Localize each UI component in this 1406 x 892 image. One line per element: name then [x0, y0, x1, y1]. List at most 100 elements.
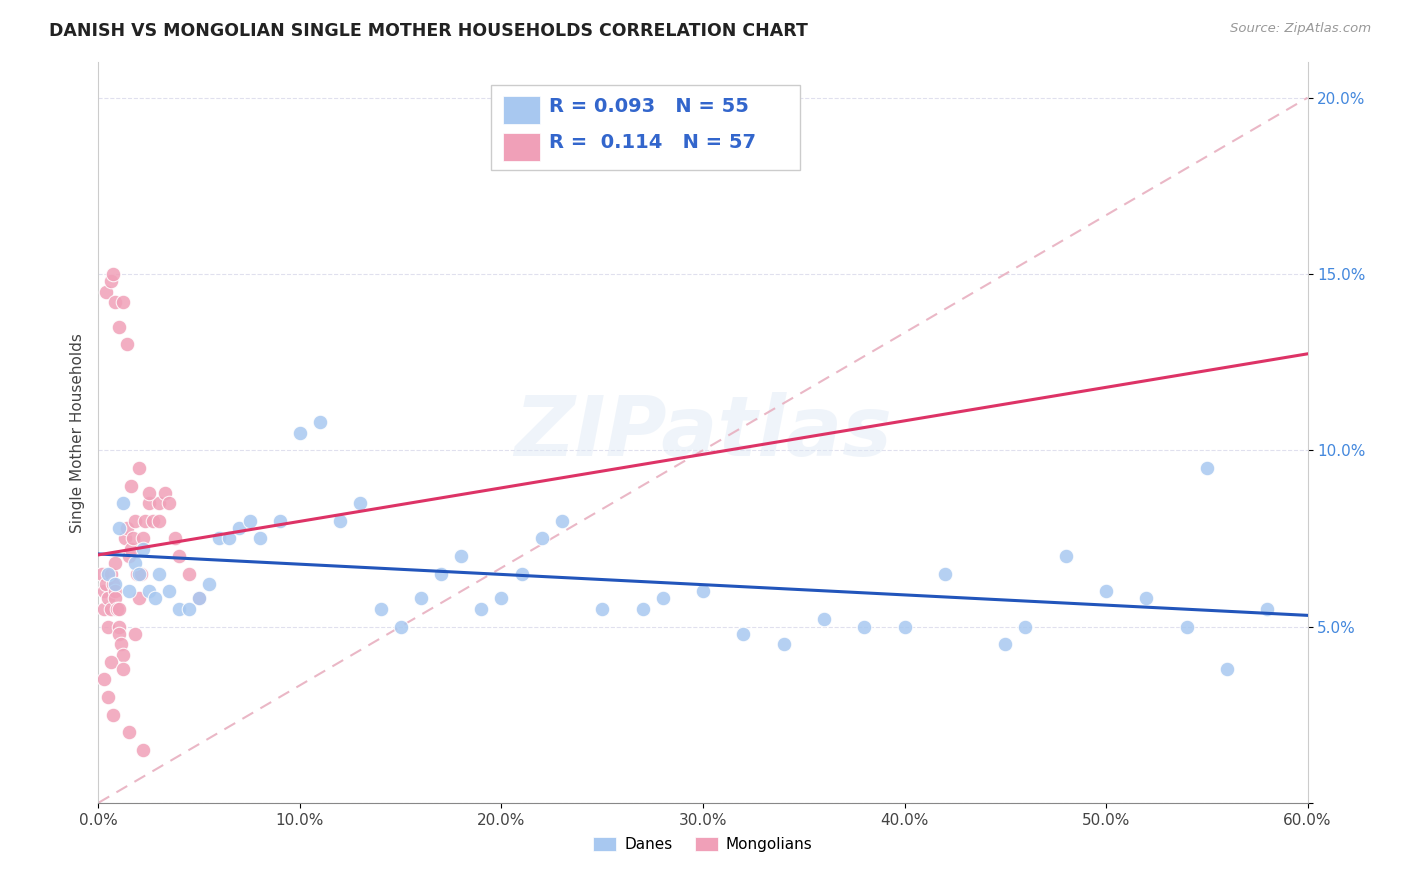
Point: [138, 496, 160, 510]
Point: [118, 725, 141, 739]
Point: [124, 514, 146, 528]
Point: [103, 295, 125, 310]
Point: [148, 566, 170, 581]
Text: R = 0.093   N = 55: R = 0.093 N = 55: [550, 97, 749, 116]
FancyBboxPatch shape: [503, 95, 540, 124]
Point: [1175, 619, 1198, 633]
Point: [409, 591, 432, 606]
Point: [93, 602, 115, 616]
Point: [692, 584, 714, 599]
Point: [103, 584, 125, 599]
Point: [93, 584, 115, 599]
Point: [128, 591, 150, 606]
Point: [772, 637, 794, 651]
Point: [631, 602, 654, 616]
Point: [994, 637, 1017, 651]
Point: [179, 566, 201, 581]
Point: [198, 577, 221, 591]
Y-axis label: Single Mother Households: Single Mother Households: [69, 333, 84, 533]
Point: [107, 619, 129, 633]
Point: [91, 566, 114, 581]
Point: [132, 532, 155, 546]
Point: [153, 485, 176, 500]
Point: [1014, 619, 1036, 633]
Point: [510, 566, 533, 581]
Point: [148, 514, 170, 528]
Text: DANISH VS MONGOLIAN SINGLE MOTHER HOUSEHOLDS CORRELATION CHART: DANISH VS MONGOLIAN SINGLE MOTHER HOUSEH…: [49, 22, 808, 40]
Point: [208, 532, 231, 546]
Point: [103, 577, 125, 591]
Point: [125, 566, 148, 581]
Point: [1256, 602, 1278, 616]
Point: [167, 602, 190, 616]
Point: [450, 549, 472, 563]
Point: [157, 496, 180, 510]
Point: [143, 591, 166, 606]
Point: [107, 602, 129, 616]
Point: [329, 514, 352, 528]
Point: [121, 532, 143, 546]
Point: [349, 496, 371, 510]
Point: [551, 514, 574, 528]
Point: [115, 521, 138, 535]
Point: [124, 556, 146, 570]
Point: [97, 690, 120, 704]
Point: [288, 425, 311, 440]
Point: [100, 274, 122, 288]
Point: [111, 496, 134, 510]
Point: [591, 602, 613, 616]
Point: [651, 591, 673, 606]
Point: [97, 619, 120, 633]
Point: [111, 295, 134, 310]
Point: [93, 673, 115, 687]
Point: [430, 566, 453, 581]
Point: [96, 577, 118, 591]
Point: [138, 584, 160, 599]
Point: [1095, 584, 1118, 599]
Point: [142, 514, 165, 528]
Point: [120, 478, 142, 492]
Point: [118, 584, 141, 599]
Point: [188, 591, 211, 606]
Point: [179, 602, 201, 616]
Point: [97, 591, 120, 606]
Point: [167, 549, 190, 563]
Point: [107, 521, 129, 535]
Point: [134, 514, 156, 528]
Point: [101, 577, 124, 591]
Point: [101, 267, 124, 281]
Point: [269, 514, 291, 528]
Point: [370, 602, 392, 616]
Point: [934, 566, 956, 581]
Point: [132, 743, 155, 757]
Point: [138, 485, 160, 500]
Point: [1216, 662, 1239, 676]
Point: [118, 549, 141, 563]
Point: [103, 591, 125, 606]
Point: [110, 637, 132, 651]
Point: [107, 626, 129, 640]
Point: [249, 532, 271, 546]
Point: [309, 415, 332, 429]
Text: R =  0.114   N = 57: R = 0.114 N = 57: [550, 133, 756, 152]
Point: [128, 566, 150, 581]
Point: [105, 602, 128, 616]
Point: [239, 514, 262, 528]
Point: [97, 566, 120, 581]
Point: [128, 461, 150, 475]
Text: ZIPatlas: ZIPatlas: [515, 392, 891, 473]
Point: [101, 707, 124, 722]
Point: [120, 541, 142, 556]
FancyBboxPatch shape: [492, 85, 800, 169]
Point: [389, 619, 412, 633]
Point: [218, 532, 240, 546]
Point: [163, 532, 186, 546]
Point: [124, 626, 146, 640]
Point: [470, 602, 492, 616]
Point: [853, 619, 876, 633]
Point: [103, 556, 125, 570]
Point: [96, 285, 118, 299]
Point: [813, 612, 835, 626]
Point: [132, 541, 155, 556]
Point: [100, 602, 122, 616]
